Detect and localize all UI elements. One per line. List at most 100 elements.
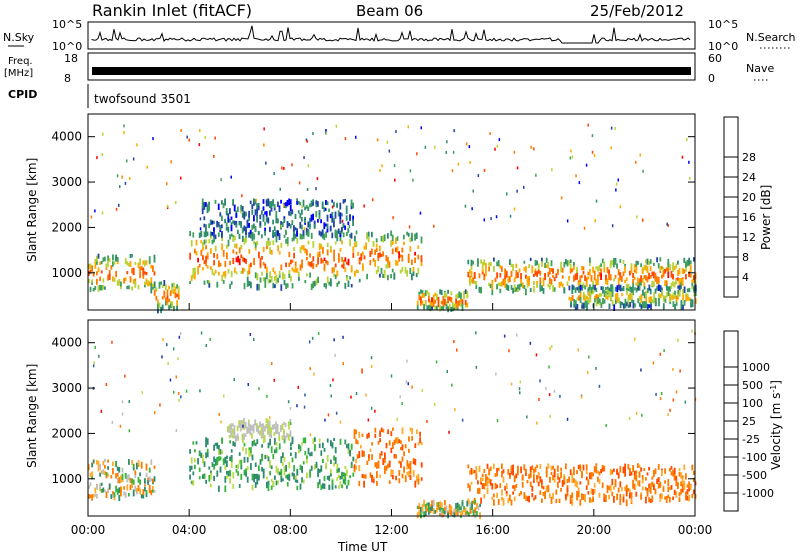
scatter-point [194,449,196,453]
scatter-point [113,277,116,282]
nsky-panel-frame [87,21,696,50]
scatter-point [480,497,482,504]
scatter-point [115,485,117,493]
scatter-point [614,299,617,305]
scatter-point [486,487,489,494]
scatter-point [418,506,421,510]
scatter-point [137,460,140,465]
scatter-point [655,392,657,396]
scatter-point [317,201,319,207]
scatter-point [488,282,490,287]
scatter-point [391,234,394,242]
scatter-point [645,486,647,491]
scatter-point [685,265,687,272]
scatter-point [254,482,257,488]
scatter-point [656,285,659,290]
scatter-point [478,489,481,494]
scatter-point [326,242,329,248]
scatter-point [120,477,122,483]
scatter-point [549,476,551,483]
scatter-point [421,504,424,512]
scatter-point [144,260,146,267]
scatter-point [654,488,657,495]
scatter-point [258,465,260,471]
scatter-point [241,433,244,440]
scatter-point [520,278,522,284]
scatter-point [283,466,286,471]
scatter-point [322,259,324,264]
scatter-point [118,279,121,283]
scatter-point [483,218,485,222]
scatter-point [313,223,316,229]
scatter-point [421,300,424,305]
scatter-point [110,265,113,270]
scatter-point [213,260,215,266]
scatter-point [320,219,322,224]
scatter-point [600,469,602,474]
freq-tick-low: 8 [64,72,71,85]
scatter-point [608,494,610,500]
scatter-point [94,286,97,290]
freq-label: Freq. [8,56,33,67]
scatter-point [286,283,289,288]
scatter-point [213,154,215,158]
scatter-point [282,272,284,278]
scatter-point [536,284,538,288]
scatter-point [290,261,292,265]
scatter-point [371,231,373,238]
scatter-point [229,260,231,266]
scatter-point [560,471,562,479]
scatter-point [247,423,250,427]
scatter-point [639,153,641,157]
nave-tick-high: 60 [708,52,722,65]
scatter-point [557,465,559,472]
scatter-point [197,458,199,465]
scatter-point [337,210,340,217]
scatter-point [150,282,153,290]
scatter-point [640,275,642,282]
scatter-point [326,214,329,222]
scatter-point [408,471,410,478]
scatter-point [399,254,402,258]
scatter-point [288,270,291,276]
scatter-point [520,273,522,280]
scatter-point [379,474,381,478]
scatter-point [148,488,151,493]
scatter-point [489,262,492,266]
scatter-point [291,267,294,272]
scatter-point [576,272,578,280]
scatter-point [689,176,691,180]
scatter-point [651,271,654,277]
scatter-point [591,134,594,138]
scatter-point [154,411,156,415]
scatter-point [574,287,577,294]
scatter-point [345,205,348,210]
scatter-point [635,491,638,497]
scatter-point [286,237,289,244]
scatter-point [227,213,230,217]
scatter-point [470,481,473,485]
scatter-point [648,272,650,280]
scatter-point [243,238,246,245]
scatter-point [330,282,332,287]
scatter-point [549,414,551,418]
scatter-point [318,469,321,473]
scatter-point [262,431,265,439]
scatter-point [477,260,479,267]
scatter-point [115,254,117,262]
scatter-point [323,207,326,212]
scatter-point [424,504,427,510]
scatter-point [395,259,397,266]
scatter-point [608,303,611,309]
scatter-point [366,273,368,280]
scatter-point [107,488,109,494]
scatter-point [591,150,594,154]
scatter-point [416,300,419,306]
scatter-point [464,299,467,305]
scatter-point [496,484,498,489]
scatter-point [350,443,353,450]
scatter-point [168,298,170,303]
scatter-point [282,462,284,466]
